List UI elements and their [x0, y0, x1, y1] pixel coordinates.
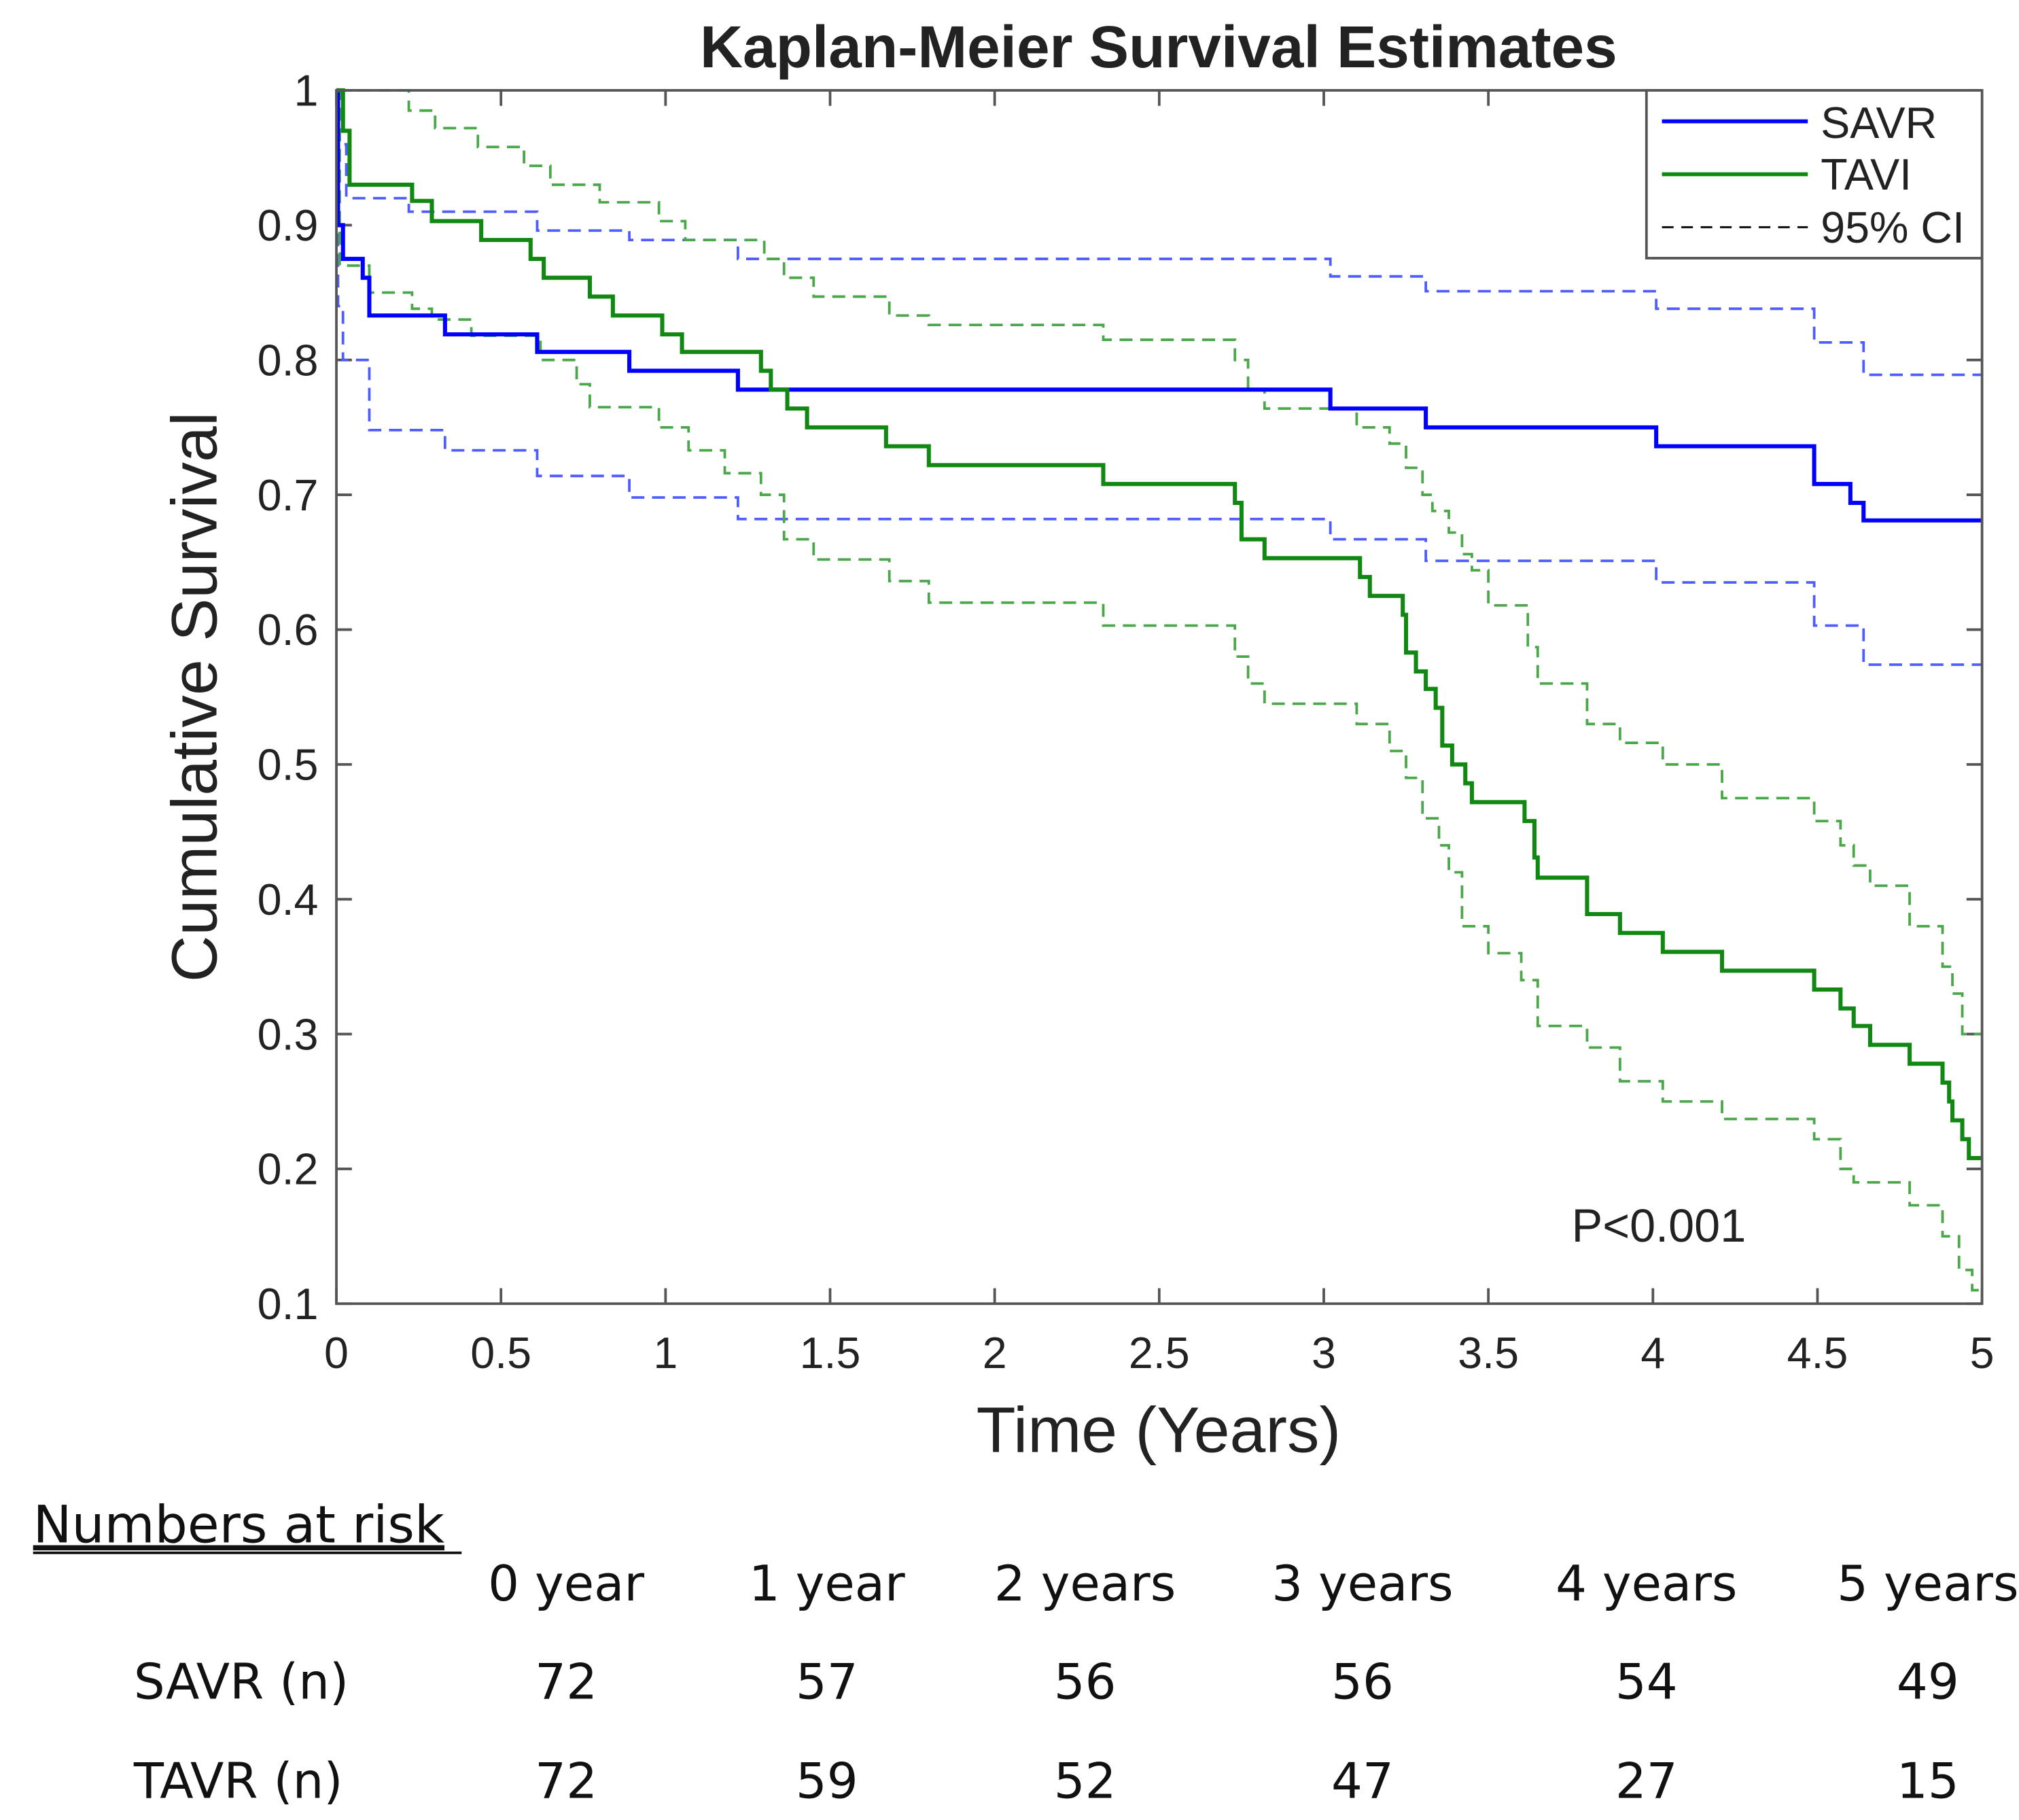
tavi-upper-95-ci-curve: [336, 89, 1982, 1036]
x-axis-label: Time (Years): [977, 1395, 1341, 1467]
savr-curve: [336, 88, 1982, 523]
risk-count-cell: 27: [1615, 1753, 1678, 1810]
y-axis-label: Cumulative Survival: [158, 412, 230, 982]
risk-table-header: 4 years: [1556, 1556, 1737, 1613]
risk-count-cell: 56: [1331, 1653, 1394, 1711]
risk-count-cell: 54: [1615, 1653, 1678, 1711]
risk-count-cell: 49: [1897, 1653, 1959, 1711]
risk-row-label: SAVR (n): [134, 1653, 349, 1711]
risk-table-header: 3 years: [1271, 1556, 1453, 1613]
y-tick-label: 1: [294, 67, 319, 116]
risk-table-row: TAVR (n) 72 59 52 47 27 15: [133, 1753, 1959, 1810]
y-tick-label: 0.2: [258, 1145, 319, 1194]
risk-count-cell: 52: [1054, 1753, 1117, 1810]
x-tick-label: 0.5: [470, 1329, 531, 1378]
risk-count-cell: 59: [796, 1753, 858, 1810]
tavi-curve: [336, 88, 1982, 1161]
x-tick-label: 4: [1640, 1329, 1665, 1378]
legend: SAVR TAVI 95% CI: [1645, 89, 1984, 260]
x-tick-label: 3: [1312, 1329, 1336, 1378]
risk-table-header: 0 year: [488, 1556, 644, 1613]
y-tick-label: 0.4: [258, 875, 319, 924]
risk-count-cell: 72: [535, 1753, 597, 1810]
y-tick-label: 0.8: [258, 336, 319, 385]
risk-table-row: SAVR (n) 72 57 56 56 54 49: [134, 1653, 1959, 1711]
risk-count-cell: 47: [1331, 1753, 1394, 1810]
x-tick-label: 1: [653, 1329, 678, 1378]
risk-table-header: 2 years: [994, 1556, 1176, 1613]
x-tick-label: 4.5: [1787, 1329, 1848, 1378]
legend-label-tavi: TAVI: [1821, 150, 1912, 199]
savr-upper-95-ci-curve: [336, 89, 1982, 377]
risk-count-cell: 56: [1054, 1653, 1117, 1711]
risk-count-cell: 72: [535, 1653, 597, 1711]
x-tick-label: 1.5: [800, 1329, 861, 1378]
x-tick-label: 2: [983, 1329, 1007, 1378]
y-tick-label: 0.5: [258, 741, 319, 790]
tavi-lower-95-ci-curve: [336, 89, 1982, 1292]
y-tick-label: 0.1: [258, 1280, 319, 1329]
axis-ticks: 0 0.5 1 1.5 2 2.5 3 3.5 4 4.5 5 0.1 0.2 0.3 0.4 0.5 0.6 0…: [258, 67, 1995, 1378]
risk-row-label: TAVR (n): [133, 1753, 343, 1810]
y-tick-label: 0.6: [258, 606, 319, 654]
x-tick-label: 3.5: [1458, 1329, 1519, 1378]
p-value-annotation: P<0.001: [1572, 1200, 1746, 1252]
y-tick-label: 0.9: [258, 201, 319, 250]
risk-table-rows: SAVR (n) 72 57 56 56 54 49 TAVR (n) 72 59 52 47 27 15: [133, 1653, 1959, 1810]
legend-label-savr: SAVR: [1821, 99, 1937, 147]
x-tick-label: 2.5: [1129, 1329, 1190, 1378]
savr-lower-95-ci-curve: [336, 89, 1982, 666]
legend-label-ci: 95% CI: [1821, 203, 1965, 252]
risk-table-header: 5 years: [1837, 1556, 2018, 1613]
x-tick-label: 0: [324, 1329, 349, 1378]
risk-table: Numbers at risk 0 year 1 year 2 years 3 yea…: [33, 1494, 2019, 1810]
chart-title: Kaplan-Meier Survival Estimates: [700, 14, 1617, 80]
risk-count-cell: 15: [1897, 1753, 1959, 1810]
risk-count-cell: 57: [796, 1653, 858, 1711]
risk-table-header: 1 year: [749, 1556, 905, 1613]
plot-frame: [335, 89, 1984, 1306]
risk-table-headers: 0 year 1 year 2 years 3 years 4 years 5 years: [488, 1556, 2018, 1613]
y-tick-label: 0.7: [258, 471, 319, 520]
risk-table-title: Numbers at risk: [33, 1494, 444, 1555]
y-tick-label: 0.3: [258, 1010, 319, 1059]
x-tick-label: 5: [1970, 1329, 1995, 1378]
survival-curves: [336, 88, 1982, 1292]
